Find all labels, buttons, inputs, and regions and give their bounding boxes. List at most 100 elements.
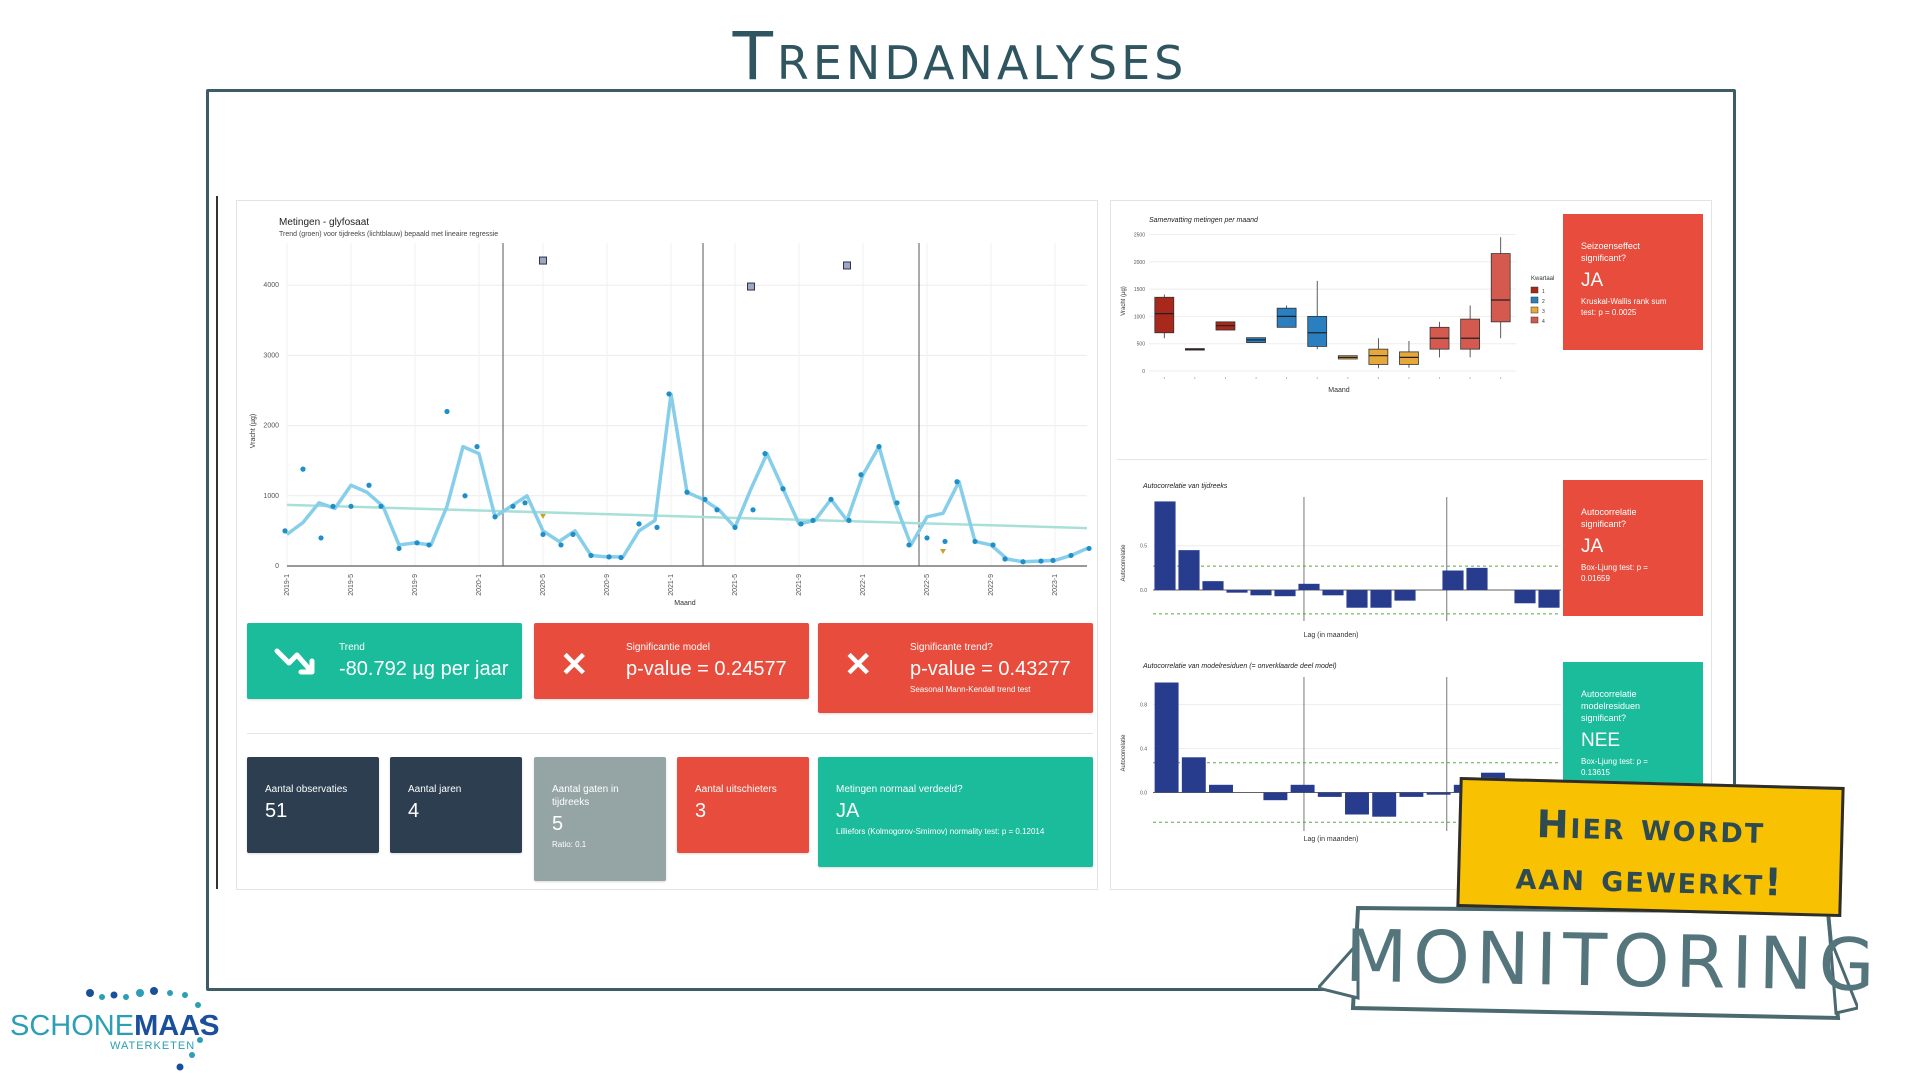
x-tick-label: 2019-9 — [412, 574, 419, 596]
acf-bar — [1317, 792, 1342, 797]
data-point — [906, 542, 912, 548]
acf-bar — [1466, 567, 1488, 590]
logo-dots-icon — [86, 987, 206, 1071]
season-label: Seizoenseffect — [1581, 241, 1640, 251]
data-point — [924, 535, 930, 541]
acf-bar — [1226, 590, 1248, 593]
acf-label-2: significant? — [1581, 519, 1627, 529]
data-point — [318, 535, 324, 541]
page-title: Trendanalyses — [732, 18, 1188, 95]
logo-wordmark: SCHONEMAAS — [10, 1010, 219, 1043]
x-tick-label: • — [1317, 375, 1319, 380]
outliers-label: Aantal uitschieters — [695, 784, 777, 795]
normality-value: JA — [836, 800, 860, 822]
y-tick-label: 2000 — [1134, 260, 1145, 266]
x-tick-label: 2019-1 — [284, 574, 291, 596]
y-tick-label: 0.0 — [1140, 791, 1147, 797]
data-point — [444, 408, 450, 415]
acf-bar — [1346, 590, 1368, 608]
years-card: Aantal jaren 4 — [390, 757, 522, 853]
outliers-value: 3 — [695, 800, 707, 822]
years-label: Aantal jaren — [408, 784, 462, 795]
logo-part-1: SCHONE — [10, 1010, 135, 1042]
gaps-value: 5 — [552, 813, 564, 835]
data-point — [636, 521, 642, 527]
boxplot-title: Samenvatting metingen per maand — [1149, 217, 1259, 224]
observations-label: Aantal observaties — [265, 784, 348, 795]
x-tick-label: • — [1439, 375, 1441, 380]
autocorrelation-card: Autocorrelatie significant? JA Box-Ljung… — [1563, 480, 1703, 616]
acf-bar — [1538, 590, 1560, 608]
x-axis-label: Maand — [674, 600, 696, 607]
season-test: Kruskal-Wallis rank sum — [1581, 297, 1667, 306]
data-point — [666, 391, 672, 397]
data-point — [954, 479, 960, 485]
data-point — [942, 538, 948, 545]
y-tick-label: 2500 — [1134, 232, 1145, 238]
outlier-point — [843, 261, 851, 270]
x-tick-label: 2022-1 — [860, 574, 867, 596]
acf-y-label: Autocorrelatie — [1121, 544, 1127, 582]
trend-card: Trend -80.792 µg per jaar — [247, 623, 522, 699]
acf-bar — [1290, 784, 1315, 793]
box — [1276, 307, 1297, 328]
boxplot-y-label: Vracht (µg) — [1121, 286, 1127, 316]
data-point — [378, 503, 384, 509]
data-point — [1086, 545, 1092, 552]
data-point — [810, 517, 816, 523]
data-point — [348, 503, 354, 509]
data-point — [510, 503, 516, 509]
years-value: 4 — [408, 800, 420, 822]
acf-bar — [1372, 792, 1397, 817]
gaps-ratio: Ratio: 0.1 — [552, 840, 587, 849]
acf-bar — [1181, 757, 1206, 793]
data-point — [780, 486, 786, 492]
gaps-label: Aantal gaten in — [552, 784, 619, 795]
data-point — [588, 552, 594, 559]
box — [1154, 296, 1175, 334]
acf-bar — [1394, 590, 1416, 601]
gap-marker — [940, 548, 946, 554]
acf-chart: Autocorrelatie van tijdreeks Autocorrela… — [1121, 483, 1561, 639]
legend-label: 3 — [1542, 309, 1545, 315]
data-point — [1038, 558, 1044, 564]
acf-residuals-x-label: Lag (in maanden) — [1304, 836, 1359, 843]
gaps-card: Aantal gaten in tijdreeks 5 Ratio: 0.1 — [534, 757, 666, 881]
x-tick-label: • — [1408, 375, 1410, 380]
legend-label: 4 — [1542, 319, 1545, 325]
series-line — [285, 392, 1088, 564]
data-point — [828, 496, 834, 502]
acf-bar — [1263, 792, 1288, 801]
data-point — [858, 472, 864, 478]
data-point — [570, 531, 576, 538]
season-value: JA — [1581, 270, 1604, 291]
data-point — [654, 524, 660, 530]
acf-label: Autocorrelatie — [1581, 507, 1637, 517]
chart-title: Metingen - glyfosaat — [279, 217, 369, 228]
residual-autocorrelation-card: Autocorrelatie modelresiduen significant… — [1563, 662, 1703, 798]
sign-line-1: Hier wordt — [1536, 802, 1766, 852]
acf-bar — [1298, 583, 1320, 590]
data-point — [558, 542, 564, 548]
data-point — [798, 521, 804, 527]
legend-swatch — [1530, 316, 1539, 324]
y-tick-label: 0.8 — [1140, 703, 1147, 709]
data-point — [876, 444, 882, 450]
monitoring-label: MONITORING — [1344, 913, 1882, 1008]
data-point — [990, 542, 996, 548]
legend-swatch — [1530, 306, 1539, 314]
data-point — [474, 444, 480, 450]
box — [1490, 253, 1511, 323]
significant-trend-label: Significante trend? — [910, 642, 993, 653]
y-tick-label: 500 — [1137, 342, 1146, 348]
data-point — [702, 496, 708, 502]
trend-down-icon — [273, 645, 319, 688]
x-tick-label: • — [1286, 375, 1288, 380]
boxplot-chart: Samenvatting metingen per maand Vracht (… — [1121, 217, 1554, 394]
acf-residuals-title: Autocorrelatie van modelresiduen (= onve… — [1142, 663, 1337, 670]
acf-bar — [1322, 590, 1344, 596]
acf-res-label-2: modelresiduen — [1581, 701, 1641, 711]
season-test-2: test: p = 0.0025 — [1581, 308, 1637, 317]
legend-title: Kwartaal — [1531, 276, 1554, 282]
significance-model-value: p-value = 0.24577 — [626, 658, 787, 680]
